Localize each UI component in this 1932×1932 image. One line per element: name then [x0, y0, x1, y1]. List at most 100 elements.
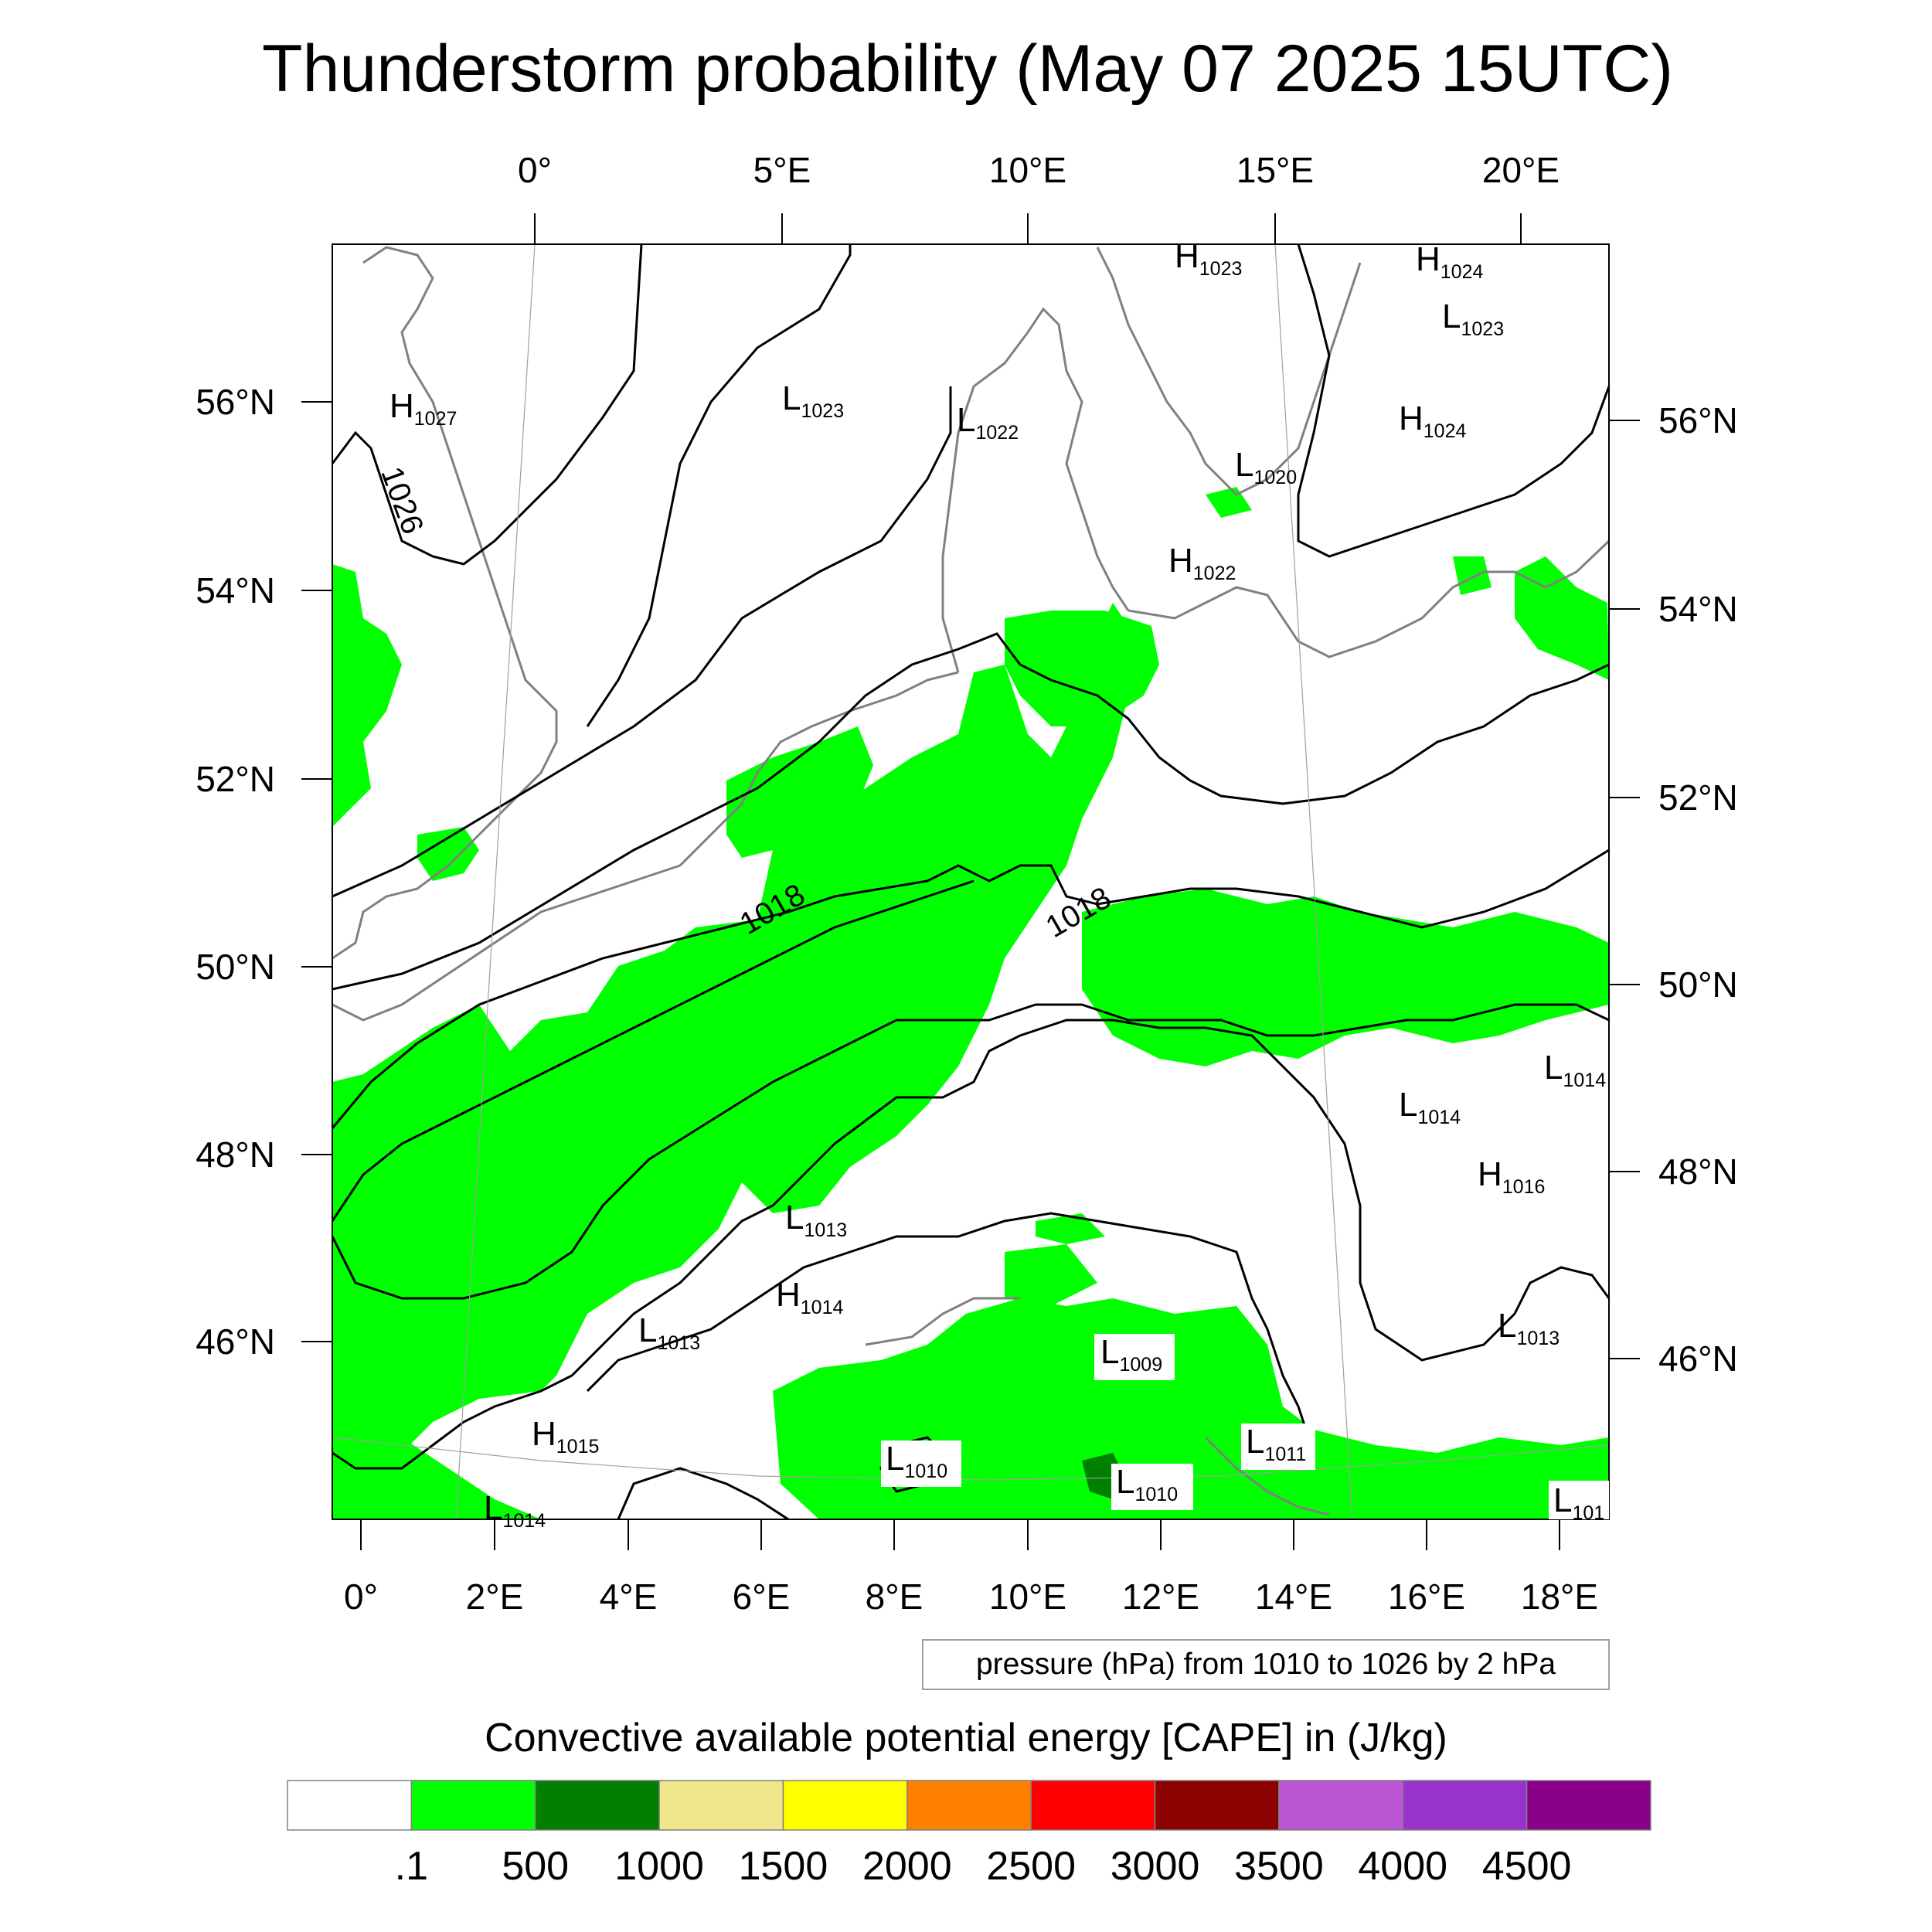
- pressure-center-label: L1013: [1498, 1307, 1560, 1349]
- top-lon-label: 20°E: [1482, 150, 1560, 190]
- pressure-center-label: L1023: [1442, 298, 1504, 340]
- isobar-1012-south: [617, 1467, 789, 1519]
- cape-region-south-bay: [332, 1406, 541, 1519]
- tick-marks: [301, 213, 1640, 1550]
- bottom-lon-label: 6°E: [733, 1577, 791, 1617]
- left-lat-label: 56°N: [196, 382, 275, 422]
- pressure-center-box: [1111, 1464, 1193, 1510]
- right-lat-label: 52°N: [1658, 777, 1738, 818]
- pressure-center-label: H1024: [1399, 400, 1466, 442]
- top-lon-label: 10°E: [989, 150, 1066, 190]
- isobar-1026: [332, 244, 643, 566]
- pressure-center-label: L1022: [957, 401, 1019, 444]
- cape-region-italy-north: [1005, 1244, 1097, 1306]
- colorbar-swatch: [287, 1780, 413, 1831]
- pressure-center-box: [1549, 1481, 1609, 1519]
- bottom-lon-label: 14°E: [1255, 1577, 1332, 1617]
- pressure-center-label: L101: [1553, 1481, 1604, 1524]
- colorbar-swatch: [658, 1780, 784, 1831]
- pressure-centers: H1027 L1023 L1022 H1023 H1024 L1023 H102…: [389, 237, 1609, 1532]
- top-lon-label: 5°E: [753, 150, 811, 190]
- bottom-lon-label: 0°: [344, 1577, 378, 1617]
- cape-region-sweden: [1206, 487, 1252, 518]
- plot-frame: [332, 243, 1610, 1520]
- bottom-lon-label: 16°E: [1388, 1577, 1465, 1617]
- top-lon-label: 0°: [518, 150, 552, 190]
- coast-low-countries: [679, 671, 959, 867]
- cape-region-west-coast: [332, 564, 402, 827]
- bottom-lon-label: 2°E: [466, 1577, 524, 1617]
- cape-fill-regions: [332, 487, 1609, 1519]
- left-lat-label: 46°N: [196, 1321, 275, 1362]
- colorbar-label: 3500: [1234, 1844, 1324, 1889]
- colorbar-title: Convective available potential energy [C…: [485, 1716, 1447, 1760]
- bottom-longitude-labels: 0° 2°E 4°E 6°E 8°E 10°E 12°E 14°E 16°E 1…: [344, 1577, 1598, 1617]
- isobar-1014: [332, 1019, 1516, 1470]
- right-lat-label: 50°N: [1658, 964, 1738, 1005]
- pressure-center-label: H1024: [1416, 240, 1483, 283]
- pressure-center-label: L1013: [638, 1311, 700, 1354]
- right-lat-label: 54°N: [1658, 589, 1738, 629]
- left-lat-label: 48°N: [196, 1134, 275, 1175]
- coast-adriatic: [1204, 1436, 1330, 1516]
- top-longitude-labels: 0° 5°E 10°E 15°E 20°E: [518, 150, 1560, 190]
- right-lat-label: 56°N: [1658, 400, 1738, 440]
- colorbar-label: 500: [502, 1844, 569, 1889]
- isobars: [332, 244, 1609, 1519]
- colorbar-swatch: [534, 1780, 660, 1831]
- graticule: [332, 244, 1609, 1519]
- pressure-center-label: H1014: [776, 1276, 843, 1318]
- cape-region-baltic-east: [1453, 556, 1492, 595]
- bottom-lon-label: 18°E: [1521, 1577, 1598, 1617]
- colorbar-swatch: [782, 1780, 908, 1831]
- isobar-1022: [332, 386, 952, 898]
- colorbar-swatch: [906, 1780, 1032, 1831]
- colorbar-label: 1000: [614, 1844, 704, 1889]
- colorbar-label: 4500: [1482, 1844, 1572, 1889]
- pressure-center-label: H1015: [532, 1415, 599, 1458]
- colorbar: [287, 1780, 1651, 1831]
- contour-info-text: pressure (hPa) from 1010 to 1026 by 2 hP…: [976, 1648, 1556, 1681]
- left-latitude-labels: 56°N 54°N 52°N 50°N 48°N 46°N: [196, 382, 275, 1362]
- isobar-1016: [332, 879, 975, 1222]
- colorbar-swatch: [1154, 1780, 1280, 1831]
- pressure-center-box: [1241, 1423, 1315, 1470]
- left-lat-label: 54°N: [196, 570, 275, 611]
- right-latitude-labels: 56°N 54°N 52°N 50°N 48°N 46°N: [1658, 400, 1738, 1379]
- pressure-center-label: L1020: [1235, 446, 1297, 488]
- pressure-center-label: L1014: [484, 1489, 546, 1532]
- pressure-center-label: H1022: [1168, 542, 1236, 584]
- isobar-1012: [586, 1212, 1315, 1454]
- cape-region-central-east: [1082, 889, 1609, 1066]
- cape-region-poland-north: [1515, 556, 1609, 680]
- coast-italy: [865, 1297, 1020, 1346]
- colorbar-swatch: [1030, 1780, 1156, 1831]
- pressure-center-label: H1027: [389, 387, 457, 430]
- isobar-1020: [332, 632, 1609, 991]
- pressure-center-label: L1013: [785, 1199, 847, 1241]
- coast-germany-poland: [1128, 539, 1609, 658]
- right-lat-label: 48°N: [1658, 1151, 1738, 1192]
- coast-great-britain: [332, 246, 558, 960]
- isobar-1013-loop: [1513, 1266, 1609, 1315]
- bottom-lon-label: 4°E: [600, 1577, 658, 1617]
- isobar-1016-south: [332, 1003, 1609, 1300]
- left-lat-label: 52°N: [196, 759, 275, 799]
- isobar-1018: [332, 849, 1609, 1129]
- pressure-center-label: L1011: [1246, 1423, 1306, 1465]
- pressure-center-label: L1009: [1100, 1333, 1162, 1376]
- pressure-center-label: L1014: [1544, 1049, 1606, 1091]
- pressure-center-label: L1014: [1399, 1086, 1461, 1128]
- map-plot-area: 0° 5°E 10°E 15°E 20°E 0° 2°E 4°E 6°E 8°E…: [196, 150, 1738, 1617]
- bottom-lon-label: 10°E: [989, 1577, 1066, 1617]
- pressure-center-label: L1010: [886, 1440, 947, 1482]
- colorbar-label: 2000: [862, 1844, 952, 1889]
- top-lon-label: 15°E: [1236, 150, 1314, 190]
- bottom-lon-label: 12°E: [1122, 1577, 1199, 1617]
- colorbar-label: 1500: [739, 1844, 828, 1889]
- cape-region-west-band: [332, 603, 1144, 1519]
- colorbar-swatch: [1526, 1780, 1651, 1831]
- cape-region-north-germany: [1005, 611, 1159, 726]
- coast-france-north: [332, 864, 681, 1022]
